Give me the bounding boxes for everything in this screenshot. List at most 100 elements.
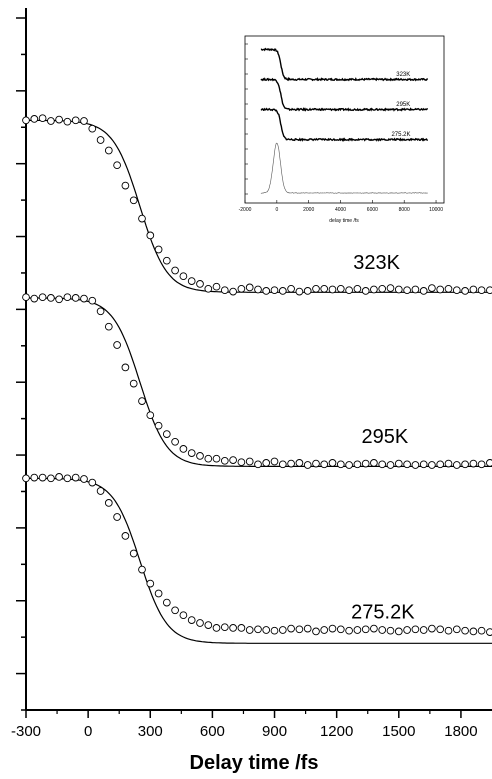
data-point bbox=[270, 286, 279, 295]
data-point bbox=[237, 458, 246, 467]
data-point bbox=[477, 286, 486, 295]
data-point bbox=[328, 624, 337, 633]
data-point bbox=[312, 284, 320, 293]
data-point bbox=[96, 136, 105, 144]
data-point bbox=[63, 117, 72, 126]
data-point bbox=[345, 626, 353, 635]
data-point bbox=[96, 307, 105, 316]
data-point bbox=[336, 625, 345, 634]
data-point bbox=[361, 459, 370, 468]
inset-trace bbox=[260, 142, 428, 194]
data-point bbox=[38, 293, 47, 302]
data-point bbox=[146, 411, 155, 420]
data-point bbox=[394, 627, 403, 636]
x-tick-label: 1200 bbox=[320, 723, 353, 740]
data-point bbox=[88, 296, 97, 305]
data-point bbox=[386, 461, 395, 469]
data-point bbox=[113, 341, 121, 349]
data-point bbox=[370, 285, 378, 294]
data-point bbox=[129, 379, 138, 388]
data-point bbox=[154, 421, 163, 430]
data-point bbox=[162, 256, 171, 265]
data-point bbox=[237, 624, 246, 632]
data-point bbox=[270, 457, 279, 466]
data-point bbox=[353, 460, 362, 469]
data-point bbox=[138, 565, 146, 574]
data-point bbox=[303, 287, 312, 295]
data-point bbox=[245, 626, 254, 634]
data-point bbox=[419, 626, 428, 634]
data-point bbox=[452, 625, 461, 634]
data-point bbox=[444, 459, 453, 468]
data-point bbox=[22, 474, 30, 483]
series-295K bbox=[22, 293, 492, 469]
data-point bbox=[220, 286, 229, 295]
data-point bbox=[220, 456, 229, 465]
data-point bbox=[287, 459, 295, 468]
data-point bbox=[179, 445, 188, 453]
data-point bbox=[154, 589, 163, 598]
data-point bbox=[71, 473, 80, 482]
series-275.2K bbox=[22, 473, 492, 644]
data-point bbox=[428, 461, 436, 469]
inset-series-295K: 295K bbox=[260, 77, 428, 112]
data-point bbox=[30, 115, 39, 123]
data-point bbox=[370, 459, 378, 467]
series-323K bbox=[22, 114, 492, 296]
data-point bbox=[154, 245, 163, 254]
data-point bbox=[38, 114, 47, 123]
inset-x-tick-label: 8000 bbox=[399, 207, 410, 213]
data-point bbox=[419, 287, 428, 295]
data-point bbox=[361, 625, 370, 634]
data-point bbox=[171, 266, 179, 275]
x-axis-label: Delay time /fs bbox=[190, 752, 319, 774]
data-point bbox=[30, 294, 39, 303]
data-point bbox=[80, 294, 88, 303]
data-point bbox=[452, 286, 461, 295]
data-point bbox=[47, 294, 55, 302]
data-point bbox=[295, 625, 304, 634]
data-point bbox=[104, 499, 113, 507]
data-point bbox=[295, 459, 304, 467]
data-point bbox=[486, 628, 492, 636]
x-tick-label: 0 bbox=[84, 723, 92, 740]
data-point bbox=[245, 457, 254, 466]
data-point bbox=[196, 619, 204, 627]
inset-series-label: 323K bbox=[396, 72, 410, 78]
data-point bbox=[30, 473, 39, 482]
data-point bbox=[444, 284, 453, 293]
data-point bbox=[171, 437, 179, 446]
data-point bbox=[419, 460, 428, 469]
inset-trace bbox=[260, 47, 429, 82]
data-point bbox=[469, 285, 478, 294]
data-point bbox=[245, 283, 254, 292]
data-point bbox=[162, 430, 171, 438]
data-point bbox=[262, 626, 271, 634]
data-point bbox=[237, 284, 246, 293]
data-point bbox=[428, 284, 436, 292]
data-point bbox=[320, 460, 329, 469]
data-point bbox=[55, 473, 63, 481]
main-axes: -300 0 300 600 900 1200 1500 1800 bbox=[11, 8, 492, 740]
data-point bbox=[96, 487, 105, 495]
data-point bbox=[55, 295, 63, 304]
data-point bbox=[328, 285, 337, 294]
data-point bbox=[353, 284, 362, 293]
data-point bbox=[254, 285, 262, 294]
data-point bbox=[129, 196, 138, 205]
data-point bbox=[469, 627, 478, 636]
data-point bbox=[212, 624, 221, 632]
data-point bbox=[121, 181, 130, 190]
data-point bbox=[336, 284, 345, 293]
data-point bbox=[63, 293, 72, 302]
data-point bbox=[88, 124, 97, 133]
data-point bbox=[204, 284, 213, 293]
data-point bbox=[386, 284, 395, 292]
data-point bbox=[278, 626, 287, 634]
data-point bbox=[22, 293, 30, 302]
data-point bbox=[187, 277, 196, 285]
data-point bbox=[444, 626, 453, 635]
series-label: 295K bbox=[362, 426, 409, 448]
data-point bbox=[403, 286, 411, 295]
